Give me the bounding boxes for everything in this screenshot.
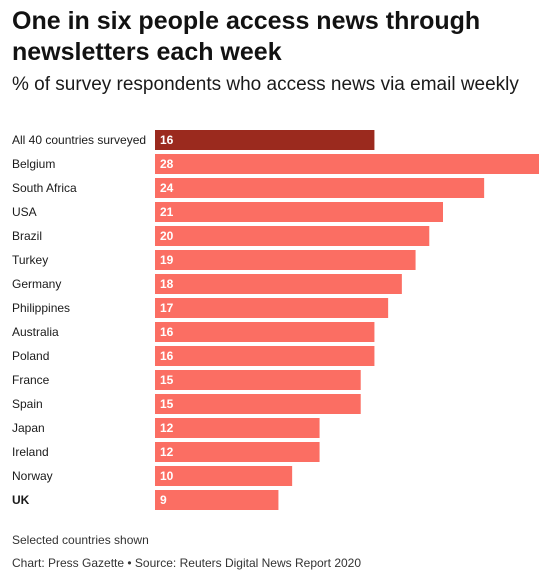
category-label-germany: Germany [12,277,61,291]
category-label-philippines: Philippines [12,301,70,315]
category-label-france: France [12,373,50,387]
value-label-all-40-countries-surveyed: 16 [160,133,174,147]
bar-germany [155,274,402,294]
value-label-philippines: 17 [160,301,174,315]
bar-philippines [155,298,389,318]
category-label-uk: UK [12,493,30,507]
category-label-japan: Japan [12,421,45,435]
category-label-turkey: Turkey [12,253,48,267]
bar-uk [155,490,279,510]
bar-spain [155,394,361,414]
value-label-poland: 16 [160,349,174,363]
chart-title: One in six people access news through ne… [12,7,481,66]
value-label-norway: 10 [160,469,174,483]
value-label-spain: 15 [160,397,174,411]
value-label-ireland: 12 [160,445,174,459]
value-label-usa: 21 [160,205,174,219]
bar-australia [155,322,375,342]
category-label-brazil: Brazil [12,229,42,243]
bar-france [155,370,361,390]
bar-usa [155,202,443,222]
bar-all-40-countries-surveyed [155,130,375,150]
value-label-germany: 18 [160,277,174,291]
bar-chart: All 40 countries surveyed 16 Belgium 28 Sout… [12,130,539,510]
category-label-norway: Norway [12,469,53,483]
value-label-france: 15 [160,373,174,387]
value-label-australia: 16 [160,325,174,339]
bar-belgium [155,154,539,174]
value-label-uk: 9 [160,493,167,507]
value-label-south-africa: 24 [160,181,174,195]
category-label-spain: Spain [12,397,43,411]
category-label-poland: Poland [12,349,49,363]
value-label-japan: 12 [160,421,174,435]
bar-turkey [155,250,416,270]
category-label-south-africa: South Africa [12,181,77,195]
category-label-ireland: Ireland [12,445,49,459]
chart-source: Chart: Press Gazette • Source: Reuters D… [12,556,362,570]
chart-footnote: Selected countries shown [12,533,149,547]
chart-subtitle: % of survey respondents who access news … [12,74,519,95]
category-label-belgium: Belgium [12,157,55,171]
bar-brazil [155,226,430,246]
category-label-australia: Australia [12,325,59,339]
category-label-all-40-countries-surveyed: All 40 countries surveyed [12,133,146,147]
category-label-usa: USA [12,205,37,219]
bar-japan [155,418,320,438]
bar-poland [155,346,375,366]
bar-norway [155,466,293,486]
value-label-belgium: 28 [160,157,174,171]
bar-south-africa [155,178,485,198]
value-label-turkey: 19 [160,253,174,267]
value-label-brazil: 20 [160,229,174,243]
bar-ireland [155,442,320,462]
